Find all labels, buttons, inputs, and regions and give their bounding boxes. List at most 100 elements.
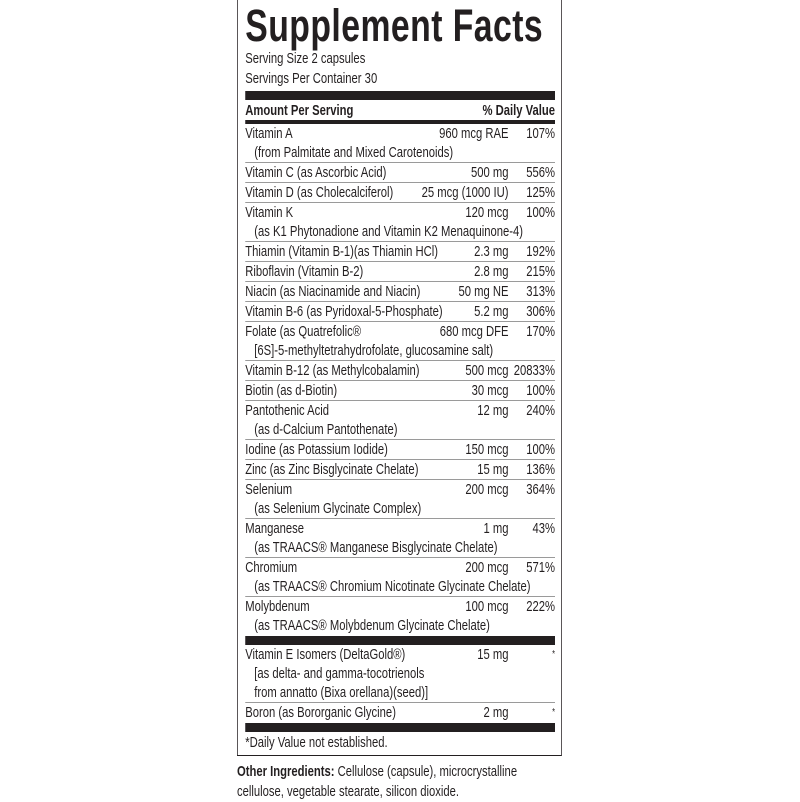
other-ingredients: Other Ingredients: Cellulose (capsule), … bbox=[237, 762, 537, 802]
nutrient-amount: 2.8 mg bbox=[474, 263, 509, 280]
nutrient-row: Pantothenic Acid 12 mg 240% (as d-Calcium P… bbox=[245, 401, 555, 440]
nutrient-row: Biotin (as d-Biotin) 30 mcg 100% bbox=[245, 381, 555, 401]
nutrient-main-line: Vitamin A 960 mcg RAE 107% bbox=[245, 124, 555, 143]
nutrient-main-line: Pantothenic Acid 12 mg 240% bbox=[245, 401, 555, 420]
nutrient-name: Vitamin C (as Ascorbic Acid) bbox=[245, 164, 387, 181]
nutrient-main-line: Vitamin E Isomers (DeltaGold®) 15 mg * bbox=[245, 645, 555, 664]
servings-per-container: Servings Per Container 30 bbox=[245, 70, 378, 87]
nutrient-name: Selenium bbox=[245, 481, 293, 498]
nutrient-daily-value: * bbox=[552, 707, 555, 718]
other-nutrient-list: Vitamin E Isomers (DeltaGold®) 15 mg * [as … bbox=[245, 645, 555, 722]
nutrient-name: Vitamin K bbox=[245, 204, 294, 221]
nutrient-row: Thiamin (Vitamin B-1)(as Thiamin HCl) 2.3… bbox=[245, 242, 555, 262]
nutrient-row: Iodine (as Potassium Iodide) 150 mcg 100% bbox=[245, 440, 555, 460]
nutrient-source: [6S]-5-methyltetrahydrofolate, glucosami… bbox=[254, 342, 494, 359]
nutrient-row: Vitamin D (as Cholecalciferol) 25 mcg (10… bbox=[245, 183, 555, 203]
nutrient-amount: 12 mg bbox=[477, 402, 509, 419]
nutrient-daily-value: * bbox=[552, 649, 555, 660]
nutrient-daily-value: 100% bbox=[526, 441, 555, 458]
nutrient-name: Chromium bbox=[245, 559, 298, 576]
nutrient-daily-value: 170% bbox=[526, 323, 555, 340]
nutrient-daily-value: 571% bbox=[526, 559, 555, 576]
nutrient-name: Vitamin D (as Cholecalciferol) bbox=[245, 184, 394, 201]
nutrient-main-line: Iodine (as Potassium Iodide) 150 mcg 100% bbox=[245, 440, 555, 459]
facts-panel: Supplement Facts Serving Size 2 capsules… bbox=[237, 0, 562, 756]
nutrient-name: Pantothenic Acid bbox=[245, 402, 330, 419]
nutrient-row: Molybdenum 100 mcg 222% (as TRAACS® Molybde… bbox=[245, 597, 555, 635]
nutrient-name: Iodine (as Potassium Iodide) bbox=[245, 441, 388, 458]
nutrient-daily-value: 192% bbox=[526, 243, 555, 260]
nutrient-amount: 25 mcg (1000 IU) bbox=[421, 184, 509, 201]
nutrient-daily-value: 136% bbox=[526, 461, 555, 478]
panel-title: Supplement Facts bbox=[245, 0, 544, 51]
nutrient-amount: 200 mcg bbox=[465, 559, 509, 576]
nutrient-row: Boron (as Bororganic Glycine) 2 mg * bbox=[245, 703, 555, 722]
nutrient-name: Vitamin B-6 (as Pyridoxal-5-Phosphate) bbox=[245, 303, 443, 320]
thick-divider bbox=[245, 723, 555, 732]
nutrient-main-line: Niacin (as Niacinamide and Niacin) 50 mg … bbox=[245, 282, 555, 301]
nutrient-name: Vitamin E Isomers (DeltaGold®) bbox=[245, 646, 406, 663]
nutrient-daily-value: 364% bbox=[526, 481, 555, 498]
nutrient-row: Zinc (as Zinc Bisglycinate Chelate) 15 mg… bbox=[245, 460, 555, 480]
nutrient-amount: 5.2 mg bbox=[474, 303, 509, 320]
nutrient-daily-value: 222% bbox=[526, 598, 555, 615]
nutrient-row: Selenium 200 mcg 364% (as Selenium Glycinat… bbox=[245, 480, 555, 519]
nutrient-source: (as TRAACS® Chromium Nicotinate Glycinat… bbox=[254, 578, 531, 595]
thick-divider bbox=[245, 91, 555, 100]
footnote: *Daily Value not established. bbox=[245, 734, 388, 751]
nutrient-name: Thiamin (Vitamin B-1)(as Thiamin HCl) bbox=[245, 243, 439, 260]
nutrient-row: Vitamin A 960 mcg RAE 107% (from Palmitate … bbox=[245, 124, 555, 163]
nutrient-amount: 150 mcg bbox=[465, 441, 509, 458]
daily-value-header: % Daily Value bbox=[482, 102, 555, 119]
nutrient-source: (as Selenium Glycinate Complex) bbox=[254, 500, 422, 517]
nutrient-name: Vitamin A bbox=[245, 125, 293, 142]
nutrient-name: Molybdenum bbox=[245, 598, 310, 615]
nutrient-main-line: Boron (as Bororganic Glycine) 2 mg * bbox=[245, 703, 555, 722]
nutrient-name: Manganese bbox=[245, 520, 305, 537]
nutrient-source: (as TRAACS® Molybdenum Glycinate Chelate… bbox=[254, 617, 490, 634]
nutrient-amount: 960 mcg RAE bbox=[439, 125, 509, 142]
nutrient-row: Vitamin B-12 (as Methylcobalamin) 500 mcg… bbox=[245, 361, 555, 381]
nutrient-main-line: Vitamin K 120 mcg 100% bbox=[245, 203, 555, 222]
nutrient-name: Biotin (as d-Biotin) bbox=[245, 382, 338, 399]
nutrient-main-line: Vitamin D (as Cholecalciferol) 25 mcg (10… bbox=[245, 183, 555, 202]
nutrient-row: Niacin (as Niacinamide and Niacin) 50 mg … bbox=[245, 282, 555, 302]
nutrient-row: Vitamin C (as Ascorbic Acid) 500 mg 556% bbox=[245, 163, 555, 183]
nutrient-main-line: Vitamin C (as Ascorbic Acid) 500 mg 556% bbox=[245, 163, 555, 182]
thick-divider bbox=[245, 636, 555, 645]
other-ingredients-label: Other Ingredients: bbox=[237, 763, 335, 780]
supplement-facts-label: Supplement Facts Serving Size 2 capsules… bbox=[237, 0, 562, 802]
nutrient-daily-value: 107% bbox=[526, 125, 555, 142]
nutrient-main-line: Vitamin B-12 (as Methylcobalamin) 500 mcg… bbox=[245, 361, 555, 380]
nutrient-main-line: Folate (as Quatrefolic® 680 mcg DFE 170% bbox=[245, 322, 555, 341]
nutrient-name: Vitamin B-12 (as Methylcobalamin) bbox=[245, 362, 420, 379]
nutrient-row: Chromium 200 mcg 571% (as TRAACS® Chromium … bbox=[245, 558, 555, 597]
nutrient-main-line: Chromium 200 mcg 571% bbox=[245, 558, 555, 577]
nutrient-row: Folate (as Quatrefolic® 680 mcg DFE 170% [6… bbox=[245, 322, 555, 361]
column-header: Amount Per Serving % Daily Value bbox=[245, 101, 555, 120]
nutrient-main-line: Molybdenum 100 mcg 222% bbox=[245, 597, 555, 616]
nutrient-row: Riboflavin (Vitamin B-2) 2.8 mg 215% bbox=[245, 262, 555, 282]
nutrient-amount: 200 mcg bbox=[465, 481, 509, 498]
nutrient-amount: 2 mg bbox=[483, 704, 509, 721]
nutrient-main-line: Riboflavin (Vitamin B-2) 2.8 mg 215% bbox=[245, 262, 555, 281]
nutrient-daily-value: 100% bbox=[526, 204, 555, 221]
nutrient-amount: 1 mg bbox=[483, 520, 509, 537]
nutrient-main-line: Manganese 1 mg 43% bbox=[245, 519, 555, 538]
nutrient-daily-value: 215% bbox=[526, 263, 555, 280]
nutrient-amount: 15 mg bbox=[477, 461, 509, 478]
nutrient-name: Niacin (as Niacinamide and Niacin) bbox=[245, 283, 421, 300]
nutrient-main-line: Thiamin (Vitamin B-1)(as Thiamin HCl) 2.3… bbox=[245, 242, 555, 261]
nutrient-main-line: Zinc (as Zinc Bisglycinate Chelate) 15 mg… bbox=[245, 460, 555, 479]
nutrient-daily-value: 43% bbox=[532, 520, 555, 537]
nutrient-daily-value: 125% bbox=[526, 184, 555, 201]
nutrient-source: (from Palmitate and Mixed Carotenoids) bbox=[254, 144, 454, 161]
nutrient-amount: 15 mg bbox=[477, 646, 509, 663]
nutrient-main-line: Vitamin B-6 (as Pyridoxal-5-Phosphate) 5.… bbox=[245, 302, 555, 321]
nutrient-main-line: Biotin (as d-Biotin) 30 mcg 100% bbox=[245, 381, 555, 400]
nutrient-name: Boron (as Bororganic Glycine) bbox=[245, 704, 396, 721]
nutrient-amount: 120 mcg bbox=[465, 204, 509, 221]
nutrient-daily-value: 556% bbox=[526, 164, 555, 181]
nutrient-source: [as delta- and gamma-tocotrienols bbox=[254, 665, 425, 682]
nutrient-amount: 680 mcg DFE bbox=[439, 323, 509, 340]
